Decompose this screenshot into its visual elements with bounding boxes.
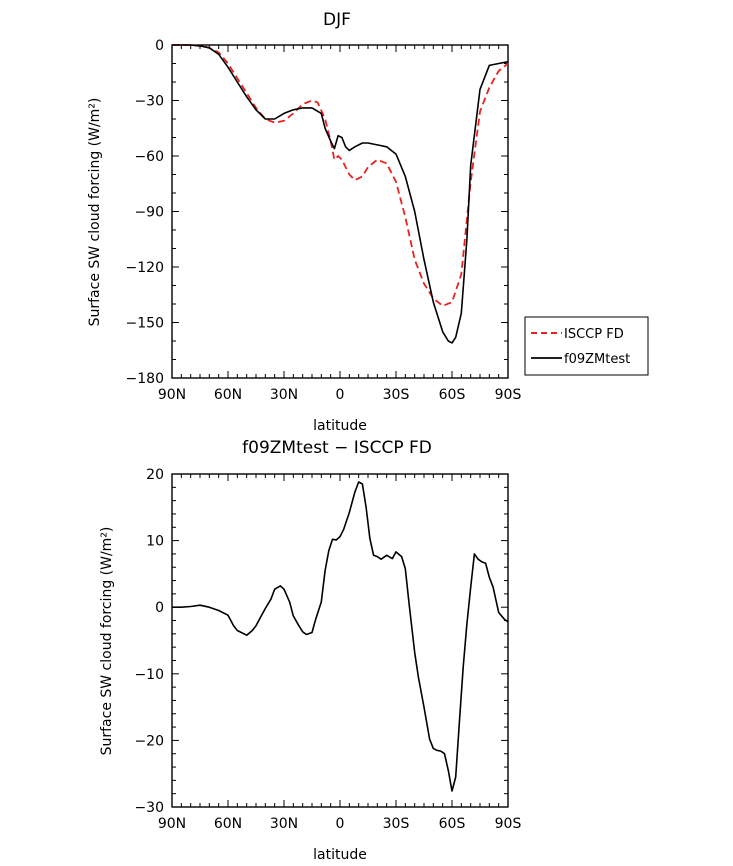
x-tick-label: 60S [439, 816, 466, 832]
y-tick-label: 0 [155, 600, 164, 616]
x-axis-label: latitude [313, 847, 367, 863]
x-axis-tick-labels: 90N 60N 30N 0 30S 60S 90S [158, 816, 522, 832]
chart-title: f09ZMtest − ISCCP FD [242, 438, 432, 458]
y-axis-label: Surface SW cloud forcing (W/m²) [99, 527, 115, 756]
x-tick-label: 90S [495, 387, 522, 403]
x-tick-label: 30N [270, 387, 298, 403]
chart-title: DJF [323, 10, 351, 30]
y-tick-label: 20 [146, 467, 164, 483]
y-tick-label: −180 [126, 371, 164, 387]
legend-label-isccp-fd: ISCCP FD [564, 327, 624, 342]
axis-ticks [171, 44, 509, 379]
y-axis-label: Surface SW cloud forcing (W/m²) [87, 98, 103, 327]
x-tick-label: 0 [336, 816, 345, 832]
y-axis-tick-labels: 0 −30 −60 −90 −120 −150 −180 [126, 38, 164, 387]
x-axis-label: latitude [313, 418, 367, 434]
x-axis-tick-labels: 90N 60N 30N 0 30S 60S 90S [158, 387, 522, 403]
x-tick-label: 30S [383, 816, 410, 832]
chart-difference: f09ZMtest − ISCCP FD 90N 60N 30N 0 30S 60S 90S… [99, 438, 521, 863]
y-tick-label: −60 [134, 149, 164, 165]
y-tick-label: −30 [134, 94, 164, 110]
y-tick-label: −20 [134, 733, 164, 749]
y-tick-label: 0 [155, 38, 164, 54]
legend-label-f09zmtest: f09ZMtest [564, 352, 630, 367]
y-tick-label: −10 [134, 667, 164, 683]
x-tick-label: 60N [214, 387, 242, 403]
x-tick-label: 30S [383, 387, 410, 403]
x-tick-label: 90N [158, 387, 186, 403]
chart-djf: DJF 90N 60N 30N 0 30S 60S 90S 0 −30 −60 −90 −120 −1… [87, 10, 649, 434]
series-line-difference [172, 481, 509, 792]
x-tick-label: 60N [214, 816, 242, 832]
x-tick-label: 0 [336, 387, 345, 403]
series-line-isccp-fd [172, 44, 509, 307]
y-tick-label: 10 [146, 534, 164, 550]
x-tick-label: 30N [270, 816, 298, 832]
series-lines [172, 44, 509, 344]
x-tick-label: 90N [158, 816, 186, 832]
y-tick-label: −120 [126, 260, 164, 276]
series-lines [172, 481, 509, 792]
legend: ISCCP FD f09ZMtest [524, 316, 649, 376]
x-tick-label: 90S [495, 816, 522, 832]
series-line-f09zmtest [172, 44, 509, 344]
x-tick-label: 60S [439, 387, 466, 403]
legend-box [524, 316, 649, 376]
y-tick-label: −30 [134, 800, 164, 816]
y-axis-tick-labels: 20 10 0 −10 −20 −30 [134, 467, 164, 816]
y-tick-label: −90 [134, 205, 164, 221]
y-tick-label: −150 [126, 316, 164, 332]
